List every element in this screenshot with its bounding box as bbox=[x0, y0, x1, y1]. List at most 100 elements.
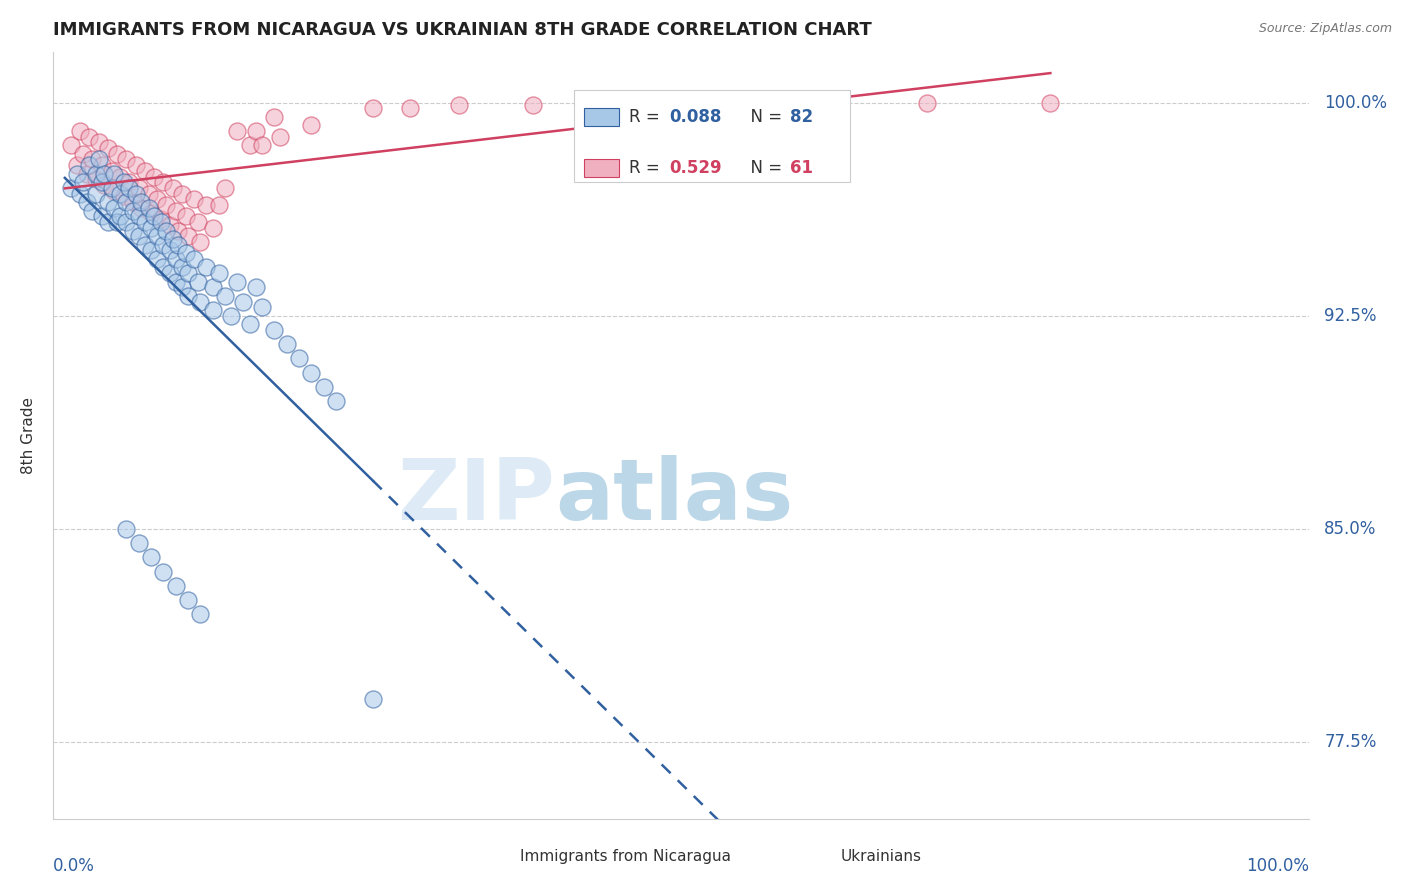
Point bbox=[146, 252, 169, 266]
Point bbox=[79, 158, 101, 172]
Point bbox=[59, 138, 82, 153]
Point bbox=[174, 246, 197, 260]
Point bbox=[159, 244, 181, 258]
Point bbox=[201, 280, 224, 294]
Point bbox=[288, 351, 311, 366]
Point bbox=[79, 129, 101, 144]
Point bbox=[167, 237, 190, 252]
Point bbox=[188, 294, 211, 309]
Text: ZIP: ZIP bbox=[398, 455, 555, 538]
Text: 92.5%: 92.5% bbox=[1324, 307, 1376, 325]
Point bbox=[915, 95, 938, 110]
Point bbox=[165, 203, 187, 218]
Point bbox=[583, 95, 606, 110]
Point bbox=[128, 181, 150, 195]
Point bbox=[80, 153, 103, 167]
Point bbox=[66, 158, 89, 172]
Point bbox=[100, 181, 122, 195]
Point bbox=[90, 175, 112, 189]
Point bbox=[134, 215, 156, 229]
Point bbox=[174, 210, 197, 224]
Point bbox=[80, 203, 103, 218]
Point bbox=[128, 536, 150, 550]
Point bbox=[165, 579, 187, 593]
Point bbox=[250, 138, 273, 153]
Point bbox=[447, 98, 470, 112]
Point bbox=[125, 186, 148, 201]
Point bbox=[177, 289, 200, 303]
Text: 61: 61 bbox=[790, 159, 813, 178]
Point bbox=[312, 380, 335, 394]
Point bbox=[76, 167, 98, 181]
Point bbox=[208, 198, 231, 212]
Point bbox=[110, 210, 132, 224]
Point bbox=[76, 195, 98, 210]
Point bbox=[263, 110, 285, 124]
Point bbox=[121, 195, 143, 210]
Text: Source: ZipAtlas.com: Source: ZipAtlas.com bbox=[1258, 22, 1392, 36]
Point bbox=[152, 565, 174, 579]
Point bbox=[100, 164, 122, 178]
Point bbox=[188, 607, 211, 622]
Point bbox=[214, 289, 236, 303]
Point bbox=[208, 266, 231, 280]
Point bbox=[299, 119, 322, 133]
Point bbox=[162, 181, 184, 195]
FancyBboxPatch shape bbox=[800, 848, 832, 865]
Point bbox=[325, 394, 347, 409]
Point bbox=[93, 167, 115, 181]
Point bbox=[187, 275, 209, 289]
Text: 0.0%: 0.0% bbox=[52, 857, 94, 875]
Point bbox=[793, 95, 815, 110]
Point bbox=[219, 309, 242, 323]
Point bbox=[170, 280, 193, 294]
Point bbox=[239, 138, 262, 153]
Text: 77.5%: 77.5% bbox=[1324, 733, 1376, 751]
Point bbox=[128, 210, 150, 224]
Point bbox=[201, 220, 224, 235]
Text: R =: R = bbox=[630, 159, 665, 178]
Point bbox=[187, 215, 209, 229]
FancyBboxPatch shape bbox=[479, 848, 512, 865]
Point bbox=[90, 158, 112, 172]
Point bbox=[398, 101, 420, 115]
Point bbox=[128, 229, 150, 244]
Point bbox=[195, 260, 218, 275]
Point bbox=[97, 141, 120, 155]
Point bbox=[170, 186, 193, 201]
Point bbox=[361, 101, 384, 115]
Point bbox=[146, 229, 169, 244]
Point bbox=[239, 318, 262, 332]
Point bbox=[93, 178, 115, 192]
Point bbox=[152, 175, 174, 189]
Point bbox=[152, 260, 174, 275]
Point bbox=[201, 303, 224, 318]
Point bbox=[276, 337, 298, 351]
Point bbox=[72, 175, 94, 189]
Point bbox=[165, 252, 187, 266]
Point bbox=[115, 153, 138, 167]
Point bbox=[152, 237, 174, 252]
Text: N =: N = bbox=[740, 159, 787, 178]
Y-axis label: 8th Grade: 8th Grade bbox=[21, 397, 35, 474]
Point bbox=[142, 169, 165, 184]
Point bbox=[121, 203, 143, 218]
Point bbox=[105, 215, 128, 229]
Point bbox=[177, 266, 200, 280]
Point bbox=[103, 184, 125, 198]
Point bbox=[155, 198, 177, 212]
Point bbox=[115, 522, 138, 536]
Point bbox=[97, 195, 120, 210]
Point bbox=[1039, 95, 1062, 110]
Point bbox=[183, 252, 205, 266]
Point bbox=[195, 198, 218, 212]
Text: R =: R = bbox=[630, 108, 665, 126]
Point bbox=[155, 223, 177, 237]
Point bbox=[110, 169, 132, 184]
Point bbox=[188, 235, 211, 249]
Point bbox=[69, 124, 91, 138]
Point bbox=[159, 266, 181, 280]
Point bbox=[89, 136, 111, 150]
Point bbox=[84, 167, 107, 181]
Point bbox=[159, 218, 181, 232]
